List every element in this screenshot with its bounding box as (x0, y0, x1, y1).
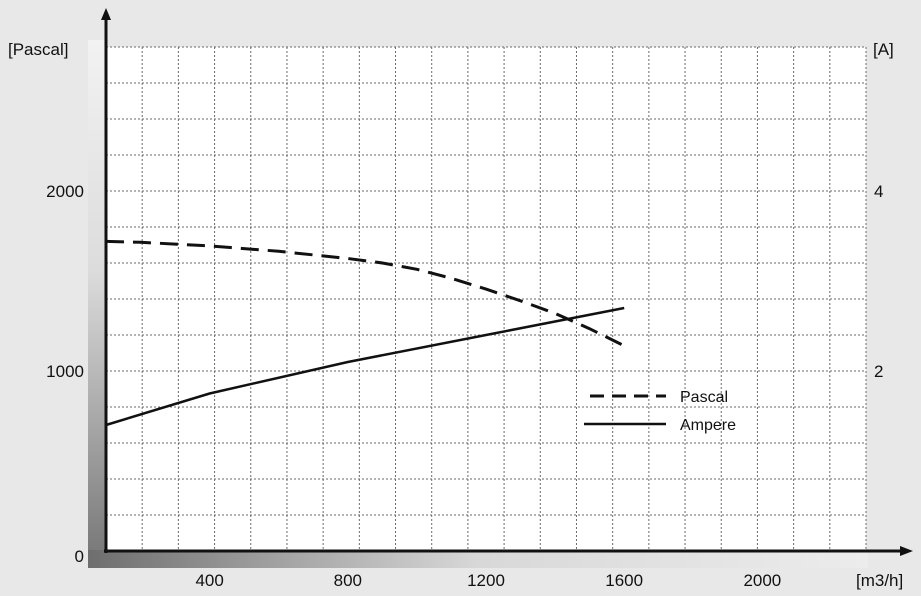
series-line-pascal (105, 239, 625, 348)
y-tick-label-left: 0 (75, 547, 84, 566)
y-tick-label-left: 1000 (46, 362, 84, 381)
x-tick-label: 1200 (467, 571, 505, 590)
y-axis-label-left: [Pascal] (8, 40, 68, 59)
legend-label-ampere: Ampere (680, 417, 736, 434)
y-tick-labels-left: 0 1000 2000 (46, 182, 84, 566)
legend: Pascal Ampere (584, 389, 736, 434)
y-tick-labels-right: 24 (874, 182, 883, 381)
x-axis-label: [m3/h] (856, 571, 903, 590)
grid (106, 46, 867, 551)
x-tick-label: 1600 (605, 571, 643, 590)
x-tick-label: 400 (195, 571, 223, 590)
legend-label-pascal: Pascal (680, 389, 728, 406)
series-line-ampere (105, 306, 625, 427)
x-tick-label: 2000 (743, 571, 781, 590)
x-tick-labels: 400 800 1200 1600 2000 (195, 571, 781, 590)
bottom-shade (88, 550, 868, 568)
x-tick-label: 800 (334, 571, 362, 590)
y-axis-arrow (101, 8, 111, 20)
y-axis-label-right: [A] (873, 40, 894, 59)
y-tick-label-left: 2000 (46, 182, 84, 201)
y-tick-label-right: 2 (874, 362, 883, 381)
left-shade (88, 40, 106, 552)
y-tick-label-right: 4 (874, 182, 883, 201)
x-axis-arrow (900, 546, 913, 556)
